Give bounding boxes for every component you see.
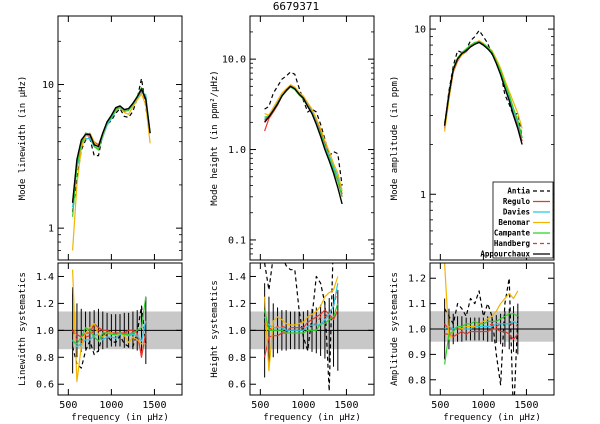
series-line-benomar: [264, 84, 343, 191]
y-tick-label: 0.9: [408, 350, 426, 361]
series-line-regulo: [72, 89, 151, 203]
panel-height-systematics: 0.6 0.8 1.0 1.2 1.4 500 1000 1500 Height systema…: [210, 262, 375, 423]
x-tick-label: 1500: [142, 400, 166, 411]
panel-frame: [57, 15, 183, 261]
y-axis-label: Mode linewidth (in μHz): [18, 76, 28, 201]
series-line-antia: [72, 77, 151, 212]
x-tick-label: 1000: [99, 400, 123, 411]
y-tick-label: 10: [414, 25, 426, 36]
series-line-handberg: [72, 90, 151, 203]
x-tick-label: 500: [251, 400, 269, 411]
series-line-handberg: [264, 289, 339, 331]
plot-area: [58, 269, 182, 383]
panel-amplitude-systematics: 0.8 0.9 1.0 1.1 1.2 500 1000 1500 Amplitude syst…: [390, 262, 555, 423]
y-tick-label: 0.6: [228, 380, 246, 391]
legend-box: [492, 181, 554, 259]
series-line-campante: [72, 87, 151, 217]
series-line-regulo: [444, 328, 519, 340]
y-tick-label: 10: [42, 80, 54, 91]
series-line-antia: [72, 305, 147, 369]
y-tick-label: 1.4: [228, 272, 246, 283]
panel-linewidth-systematics: 0.6 0.8 1.0 1.2 1.4 500 1000 1500 Linewidth syst…: [18, 262, 183, 423]
y-tick-label: 0.8: [228, 353, 246, 364]
panel-linewidth: 1 10 Mode linewidth (in μHz): [18, 15, 183, 261]
y-tick-label: 0.8: [408, 375, 426, 386]
x-axis-label: frequency (in μHz): [443, 413, 541, 423]
x-tick-label: 500: [431, 400, 449, 411]
y-axis-label: Linewidth systematics: [18, 272, 28, 386]
legend-label-appourchaux: Appourchaux: [480, 250, 530, 259]
y-tick-label: 1.0: [228, 145, 246, 156]
plot-area: [430, 263, 554, 395]
y-tick-label: 1: [420, 190, 426, 201]
y-tick-label: 0.1: [228, 235, 246, 246]
y-axis-label: Amplitude systematics: [390, 272, 400, 386]
series-line-appourchaux: [443, 41, 523, 145]
y-tick-label: 1.2: [36, 299, 54, 310]
x-tick-label: 1000: [471, 400, 495, 411]
figure-title: 6679371: [273, 0, 319, 13]
y-tick-label: 1.4: [36, 272, 54, 283]
y-tick-label: 1.2: [408, 274, 426, 285]
y-tick-label: 10.0: [222, 55, 246, 66]
y-tick-label: 1.0: [408, 325, 426, 336]
plot-area: [264, 71, 343, 205]
y-tick-label: 0.8: [36, 353, 54, 364]
y-tick-label: 1.2: [228, 299, 246, 310]
x-tick-label: 1500: [514, 400, 538, 411]
plot-area: [250, 263, 374, 392]
x-tick-label: 1000: [291, 400, 315, 411]
y-axis-label: Mode height (in ppm²/μHz): [210, 70, 220, 205]
series-line-benomar: [72, 269, 146, 383]
series-line-antia: [264, 71, 343, 186]
series-line-campante: [444, 313, 519, 365]
legend-label-handberg: Handberg: [494, 239, 531, 248]
panel-frame: [249, 262, 375, 396]
series-line-appourchaux: [264, 85, 343, 205]
series-line-benomar: [264, 276, 339, 372]
series-line-regulo: [264, 309, 339, 358]
y-tick-label: 1.1: [408, 299, 426, 310]
series-line-antia: [444, 277, 519, 395]
legend-label-antia: Antia: [507, 187, 530, 196]
series-line-regulo: [444, 41, 523, 142]
legend-label-campante: Campante: [494, 229, 531, 238]
panel-frame: [429, 15, 555, 261]
plot-area: [71, 77, 151, 251]
legend-label-davies: Davies: [503, 208, 530, 217]
series-line-davies: [72, 91, 151, 208]
x-tick-label: 500: [59, 400, 77, 411]
y-tick-label: 1.0: [36, 326, 54, 337]
legend-label-benomar: Benomar: [498, 218, 530, 227]
x-axis-label: frequency (in μHz): [71, 413, 169, 423]
y-axis-label: Height systematics: [210, 280, 220, 378]
series-line-davies: [72, 320, 147, 348]
series-line-antia: [444, 29, 523, 138]
x-tick-label: 1500: [334, 400, 358, 411]
y-tick-label: 0.6: [36, 380, 54, 391]
series-line-antia: [264, 263, 334, 392]
series-line-appourchaux: [71, 88, 151, 203]
series-line-campante: [264, 303, 339, 334]
x-axis-label: frequency (in μHz): [263, 413, 361, 423]
legend-label-regulo: Regulo: [503, 197, 531, 206]
series-line-davies: [264, 283, 339, 331]
series-line-campante: [72, 296, 147, 345]
panel-frame: [249, 15, 375, 261]
panel-frame: [57, 262, 183, 396]
y-axis-label: Mode amplitude (in ppm): [390, 76, 400, 201]
plot-area: [443, 29, 523, 145]
y-tick-label: 1: [48, 224, 54, 235]
y-tick-label: 1.0: [228, 326, 246, 337]
